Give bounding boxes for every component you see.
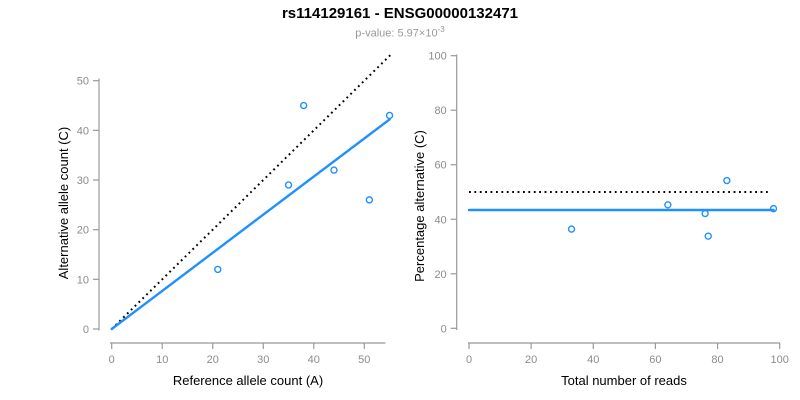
y-tick-label: 50 [77,76,89,88]
data-point [284,181,293,189]
data-point [330,166,338,174]
data-point [385,111,394,120]
figure-subtitle: p-value: 5.97×10-3 [0,25,800,40]
data-point [567,225,576,233]
x-axis-label: Total number of reads [561,373,687,388]
data-point [299,101,308,110]
x-tick-label: 0 [466,354,472,366]
y-tick-label: 20 [434,269,446,281]
y-tick-label: 40 [77,125,89,137]
x-tick-label: 60 [649,354,661,366]
y-tick-label: 100 [428,51,446,63]
subtitle-text: p-value: 5.97×10 [355,27,438,40]
x-tick-label: 50 [358,354,370,366]
y-axis-label: Percentage alternative (C) [412,130,427,282]
y-tick-label: 10 [77,274,89,286]
figure-title: rs114129161 - ENSG00000132471 [281,5,519,22]
y-tick-label: 80 [434,105,446,117]
data-point [664,201,672,209]
y-axis-label: Alternative allele count (C) [56,127,71,279]
x-tick-label: 20 [207,354,219,366]
data-point [701,209,709,218]
y-tick-label: 0 [83,324,89,336]
identity-line [110,53,392,330]
data-point [769,204,778,213]
x-tick-label: 20 [525,354,537,366]
x-tick-label: 40 [587,354,599,366]
x-axis-label: Reference allele count (A) [173,373,323,388]
data-point [704,232,712,240]
data-point [365,196,374,204]
x-tick-label: 0 [109,354,115,366]
x-tick-label: 80 [711,354,723,366]
y-tick-label: 30 [77,175,89,187]
y-tick-label: 0 [441,323,447,335]
subtitle-exponent: -3 [437,25,445,34]
x-tick-label: 30 [257,354,269,366]
y-tick-label: 60 [434,160,446,172]
data-point [214,265,222,274]
data-point [723,176,731,185]
x-tick-label: 100 [771,354,789,366]
y-tick-label: 20 [77,225,89,237]
x-tick-label: 10 [156,354,168,366]
x-tick-label: 40 [308,354,320,366]
y-tick-label: 40 [434,214,446,226]
regression-line [110,118,391,331]
